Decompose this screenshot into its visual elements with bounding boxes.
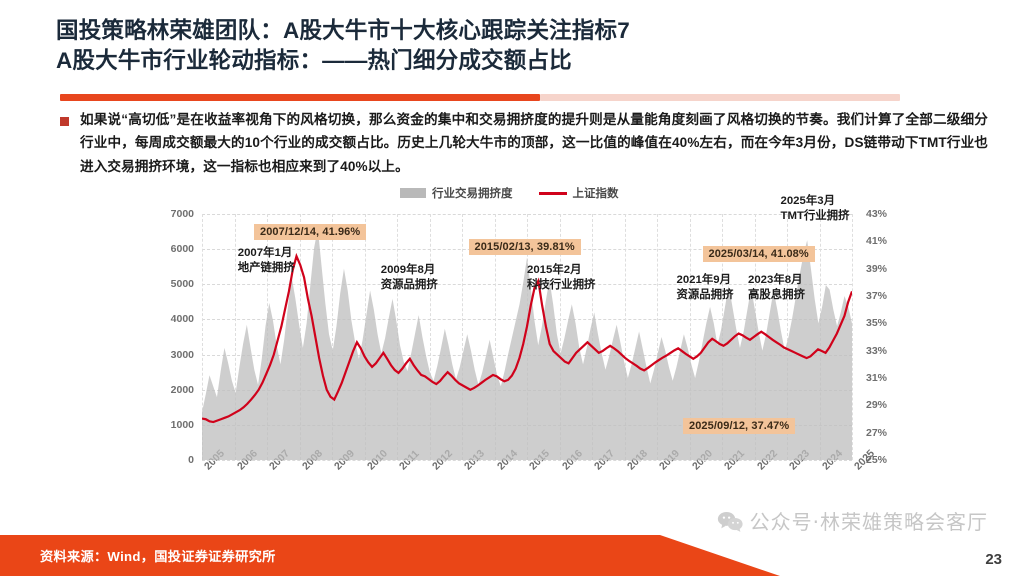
watermark: 公众号·林荣雄策略会客厅 xyxy=(717,506,988,535)
legend-swatch-icon xyxy=(400,188,426,198)
y-left-tick: 1000 xyxy=(170,418,194,431)
y-right-tick: 33% xyxy=(866,344,888,357)
legend-label-line: 上证指数 xyxy=(572,188,619,200)
grid-line-v xyxy=(332,214,333,460)
grid-line-v xyxy=(234,214,236,460)
bullet-paragraph: 如果说“高切低”是在收益率视角下的风格切换，那么资金的集中和交易拥挤度的提升则是… xyxy=(60,108,988,178)
chart-svg xyxy=(202,228,852,460)
grid-line-v xyxy=(624,214,626,460)
grid-line-v xyxy=(202,214,203,460)
legend-item-area: 行业交易拥挤度 xyxy=(400,185,513,201)
wechat-icon xyxy=(717,511,743,532)
watermark-text: 公众号·林荣雄策略会客厅 xyxy=(749,510,988,534)
y-right-tick: 25% xyxy=(866,454,888,466)
y-axis-left: 0 1000 2000 3000 4000 5000 6000 7000 xyxy=(150,208,198,466)
grid-line-v xyxy=(689,214,691,460)
y-right-tick: 27% xyxy=(866,426,888,439)
y-right-tick: 41% xyxy=(866,235,888,248)
y-left-tick: 0 xyxy=(188,454,194,466)
grid-line-v xyxy=(462,214,463,460)
bullet-text: 如果说“高切低”是在收益率视角下的风格切换，那么资金的集中和交易拥挤度的提升则是… xyxy=(80,112,988,174)
plot-area: 2007年1月 地产链拥挤 2009年8月 资源品拥挤 2015年2月 科技行业拥挤 202… xyxy=(202,195,853,461)
title-underline-soft xyxy=(540,94,900,101)
y-right-tick: 37% xyxy=(866,290,888,302)
title-line-1: 国投策略林荣雄团队：A股大牛市十大核心跟踪关注指标7 xyxy=(56,18,630,43)
grid-line-v xyxy=(559,214,561,460)
page-title: 国投策略林荣雄团队：A股大牛市十大核心跟踪关注指标7 A股大牛市行业轮动指标：—… xyxy=(56,16,956,75)
footer: 资料来源：Wind，国投证券证券研究所 xyxy=(0,535,1024,576)
footer-source: 资料来源：Wind，国投证券证券研究所 xyxy=(40,549,276,564)
y-left-tick: 3000 xyxy=(170,348,194,361)
y-right-tick: 39% xyxy=(866,262,888,275)
y-left-tick: 2000 xyxy=(170,383,194,396)
y-right-tick: 43% xyxy=(866,208,888,220)
y-left-tick: 7000 xyxy=(170,208,194,220)
grid-line-v xyxy=(429,214,431,460)
legend-item-line: 上证指数 xyxy=(538,185,619,201)
page-number: 23 xyxy=(985,551,1002,568)
grid-line-v xyxy=(852,214,853,460)
ann-2025-line1: 2025年3月 xyxy=(780,195,835,208)
x-axis: 2005200620072008200920102011201220132014… xyxy=(202,447,877,496)
grid-line-v xyxy=(657,214,658,460)
grid-line-h xyxy=(202,460,852,461)
y-left-tick: 6000 xyxy=(170,243,194,256)
y-right-tick: 35% xyxy=(866,317,888,330)
legend-line-icon xyxy=(538,191,567,195)
y-left-tick: 4000 xyxy=(170,313,194,326)
chart-container: 行业交易拥挤度 上证指数 0 1000 2000 3000 4000 5000 6000 70… xyxy=(150,186,910,496)
y-right-tick: 31% xyxy=(866,372,888,384)
bullet-square-icon xyxy=(60,117,69,126)
legend-label-area: 行业交易拥挤度 xyxy=(432,188,513,200)
series-line-index xyxy=(202,256,852,422)
y-right-tick: 29% xyxy=(866,399,888,412)
grid-line-v xyxy=(494,214,496,460)
title-underline xyxy=(60,94,540,101)
y-left-tick: 5000 xyxy=(170,278,194,291)
grid-line-v xyxy=(787,214,788,460)
title-line-2: A股大牛市行业轮动指标：——热门细分成交额占比 xyxy=(56,47,572,73)
y-axis-right: 25% 27% 29% 31% 33% 35% 37% 39% 41% 43% xyxy=(858,208,910,466)
chart-legend: 行业交易拥挤度 上证指数 xyxy=(400,185,619,201)
series-area-congestion xyxy=(202,228,852,460)
footer-bar xyxy=(0,535,780,576)
